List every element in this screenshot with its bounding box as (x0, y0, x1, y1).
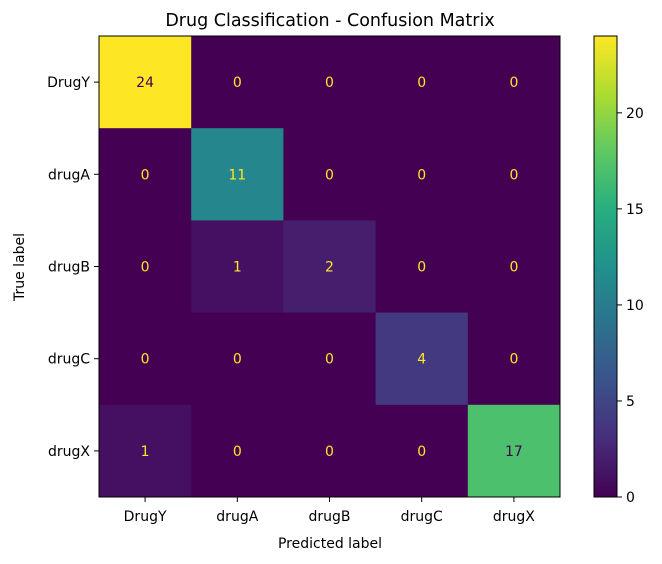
heatmap-cell (283, 220, 377, 314)
cell-value-label: 0 (417, 260, 426, 276)
x-tick-label: drugA (216, 509, 258, 525)
x-axis-label: Predicted label (278, 536, 382, 552)
heatmap-cell (99, 220, 192, 314)
cell-value-label: 0 (417, 167, 426, 183)
cell-value-label: 0 (325, 444, 334, 460)
cell-value-label: 11 (228, 167, 246, 183)
heatmap-cell (467, 128, 561, 221)
heatmap-cell (99, 36, 192, 129)
x-tick-label: drugB (308, 509, 350, 525)
cell-value-label: 4 (417, 352, 426, 368)
cell-value-label: 1 (233, 260, 242, 276)
cell-value-label: 0 (325, 75, 334, 91)
heatmap-cell (467, 404, 561, 498)
colorbar-tick-label: 15 (626, 202, 644, 218)
heatmap-cell (283, 128, 377, 221)
chart-title: Drug Classification - Confusion Matrix (165, 11, 494, 31)
y-tick-label: drugX (48, 444, 90, 460)
cell-value-label: 24 (136, 75, 154, 91)
colorbar-tick-label: 20 (626, 106, 644, 122)
cell-value-label: 0 (509, 352, 518, 368)
y-axis-label: True label (12, 233, 28, 302)
heatmap-cell (99, 128, 192, 221)
x-tick-label: drugX (493, 509, 535, 525)
heatmap-cell (467, 312, 561, 406)
heatmap-cell (375, 312, 469, 406)
cell-value-label: 0 (141, 167, 150, 183)
x-axis-ticks: DrugY drugA drugB drugC drugX (124, 497, 535, 525)
x-tick-label: DrugY (124, 509, 167, 525)
cell-value-label: 0 (325, 167, 334, 183)
heatmap-cell (191, 128, 284, 221)
heatmap-cells (99, 36, 561, 498)
x-tick-label: drugC (401, 509, 443, 525)
heatmap-cell (283, 312, 377, 406)
y-tick-label: drugC (48, 352, 90, 368)
heatmap-cell (191, 220, 284, 314)
heatmap-cell (467, 220, 561, 314)
colorbar-tick-label: 10 (626, 298, 644, 314)
heatmap-cell (375, 36, 469, 129)
cell-value-label: 0 (509, 260, 518, 276)
colorbar-tick-label: 0 (626, 490, 635, 506)
colorbar-ticks: 0 5 10 15 20 (617, 106, 644, 506)
cell-value-label: 0 (141, 352, 150, 368)
colorbar-tick-label: 5 (626, 394, 635, 410)
cell-value-label: 0 (141, 260, 150, 276)
cell-value-label: 0 (233, 444, 242, 460)
heatmap-cell (191, 312, 284, 406)
heatmap-cell-values: 24 0 0 0 0 0 11 0 0 0 0 1 2 0 0 0 0 0 4 0 1 0 0 0 17 (136, 75, 523, 460)
heatmap-cell (375, 220, 469, 314)
cell-value-label: 1 (141, 444, 150, 460)
cell-value-label: 0 (417, 444, 426, 460)
cell-value-label: 0 (417, 75, 426, 91)
y-axis-ticks: DrugY drugA drugB drugC drugX (47, 75, 99, 460)
heatmap-cell (467, 36, 561, 129)
heatmap-cell (375, 404, 469, 498)
cell-value-label: 0 (509, 75, 518, 91)
cell-value-label: 17 (505, 444, 523, 460)
cell-value-label: 0 (233, 352, 242, 368)
y-tick-label: DrugY (47, 75, 90, 91)
cell-value-label: 0 (509, 167, 518, 183)
cell-value-label: 2 (325, 260, 334, 276)
heatmap-cell (191, 36, 284, 129)
heatmap-cell (283, 404, 377, 498)
cell-value-label: 0 (233, 75, 242, 91)
cell-value-label: 0 (325, 352, 334, 368)
heatmap-cell (99, 404, 192, 498)
y-tick-label: drugA (48, 167, 90, 183)
heatmap-cell (375, 128, 469, 221)
heatmap-cell (191, 404, 284, 498)
y-tick-label: drugB (48, 260, 90, 276)
colorbar (593, 35, 618, 498)
heatmap-cell (283, 36, 377, 129)
heatmap-cell (99, 312, 192, 406)
